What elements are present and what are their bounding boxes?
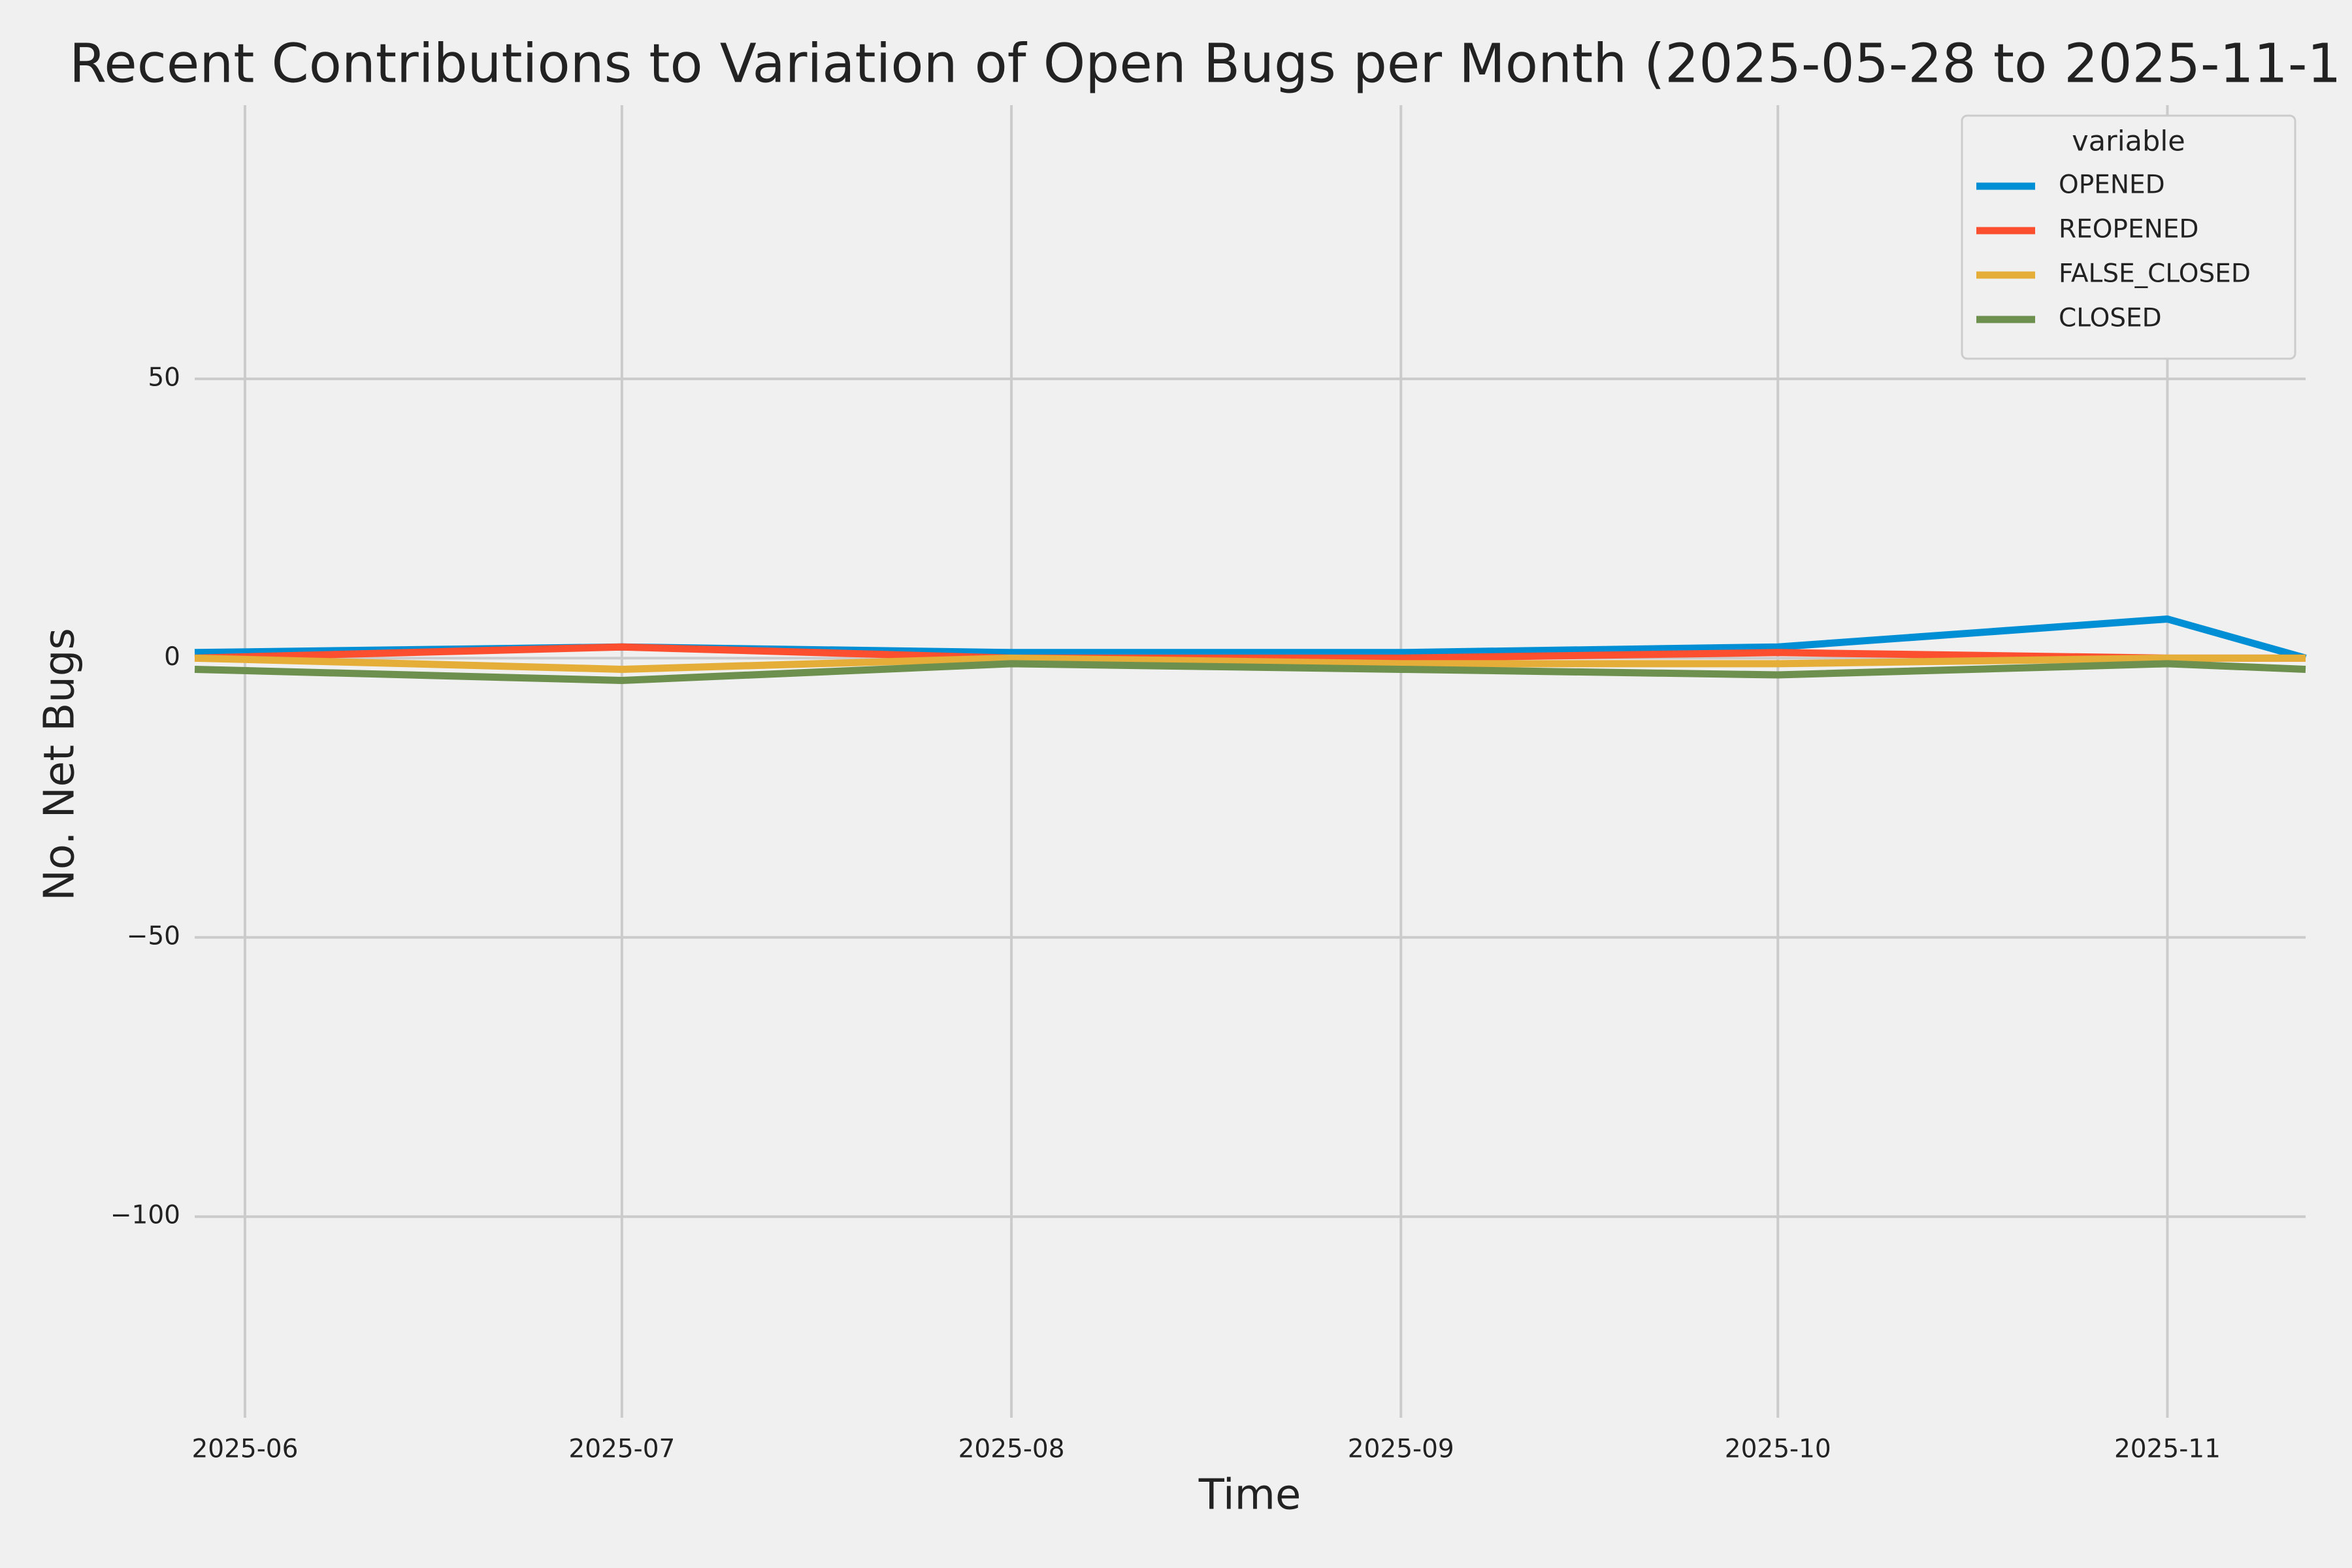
legend-box [1961,114,2296,360]
y-tick-label: 50 [148,363,180,392]
x-tick-label: 2025-07 [568,1435,675,1464]
y-tick-label: 0 [164,642,180,672]
chart-title: Recent Contributions to Variation of Ope… [69,33,2342,95]
x-tick-label: 2025-10 [1725,1435,1831,1464]
legend-title: variable [2072,125,2185,158]
legend-label: REOPENED [2059,215,2198,244]
x-tick-label: 2025-06 [191,1435,298,1464]
x-tick-label: 2025-09 [1348,1435,1454,1464]
y-tick-label: −100 [110,1201,180,1230]
y-axis-label: No. Net Bugs [36,628,84,901]
x-tick-label: 2025-08 [958,1435,1065,1464]
line [194,654,2306,673]
x-axis-label: Time [1198,1471,1301,1520]
legend: variable OPENED REOPENED FALSE_CLOSED CLOSED [1961,114,2296,360]
x-tick-label: 2025-11 [2114,1435,2221,1464]
legend-label: FALSE_CLOSED [2059,259,2251,289]
legend-label: OPENED [2059,171,2165,200]
line [194,660,2306,685]
legend-label: CLOSED [2059,304,2162,333]
y-tick-label: −50 [127,921,180,951]
